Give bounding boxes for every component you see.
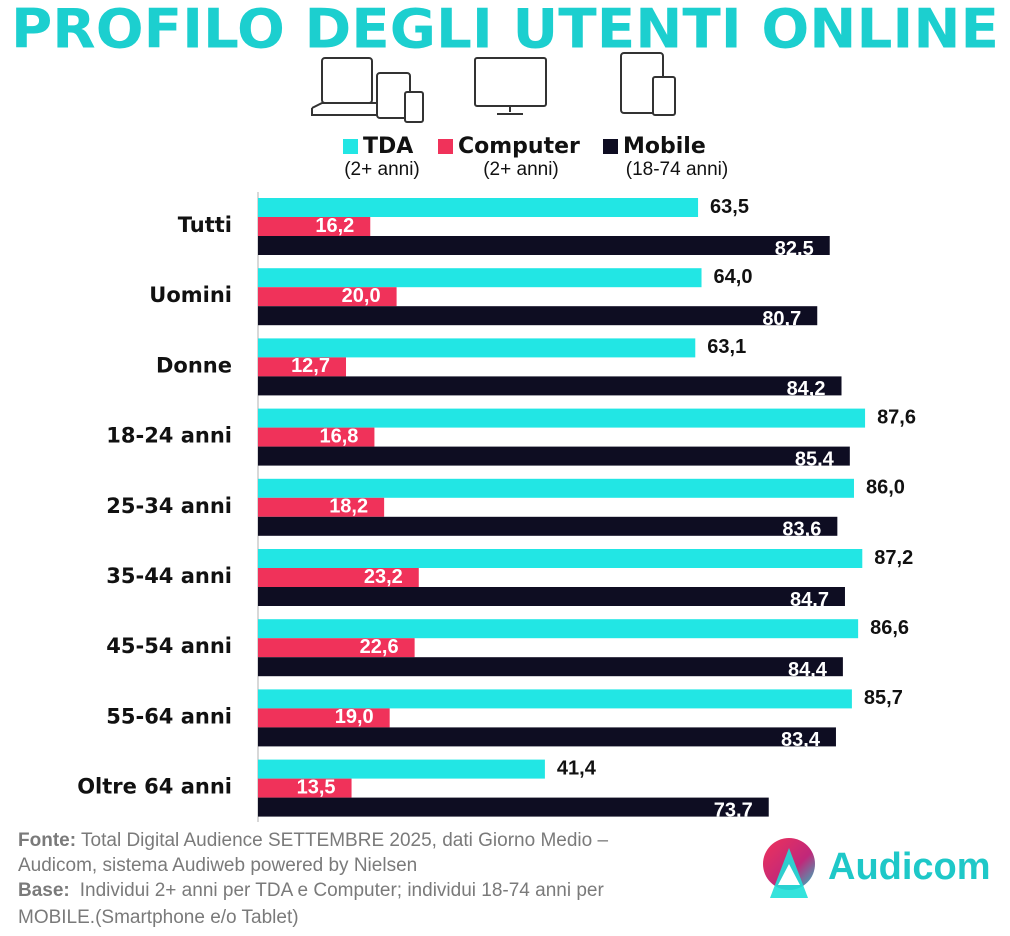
logo: Audicom [763,838,991,898]
bar [258,549,863,568]
legend-subtitle: (2+ anni) [483,159,559,180]
bar [258,338,696,358]
value-label: 19,0 [335,706,374,728]
bar [258,778,352,798]
svg-text:Fonte:Total Digital Audience S: Fonte: Total Digital Audience SETTEMBRE 2… [18,830,608,851]
base-label: Base: [18,880,70,901]
category-label: 25-34 anni [106,494,232,518]
legend-label: TDA [363,134,413,159]
value-label: 64,0 [714,266,753,288]
svg-text:Base:Individui 2+ anni per TDA: Base: Individui 2+ anni per TDA e Compute… [18,880,604,901]
bar [258,497,385,517]
value-label: 82,5 [775,238,814,260]
legend-label: Mobile [623,134,706,159]
bar [258,759,545,779]
value-label: 84,7 [790,589,829,611]
bar [258,376,842,396]
value-label: 16,2 [315,215,354,237]
value-label: 84,2 [787,378,826,400]
value-label: 73,7 [714,799,753,821]
plot: Tutti 63,5 16,2 82,5 Uomini 64,0 20,0 80,7 Donne… [77,196,916,822]
value-label: 18,2 [329,496,368,518]
bar [258,619,859,639]
value-label: 16,8 [319,425,358,447]
bar [258,708,390,728]
value-label: 86,6 [870,617,909,639]
bar [258,198,699,217]
category-label: 55-64 anni [106,704,232,728]
bar [258,516,838,536]
bar [258,657,843,677]
category-label: 45-54 anni [106,634,232,658]
bar [258,587,845,606]
value-label: 86,0 [866,477,905,499]
category-label: 35-44 anni [106,564,232,588]
base-text: MOBILE.(Smartphone e/o Tablet) [18,907,299,928]
category-label: Uomini [149,283,232,307]
base-text: Individui 2+ anni per TDA e Computer; in… [80,880,605,901]
value-label: 83,4 [781,729,821,751]
legend-swatch [603,139,618,154]
bar [258,427,375,447]
category-label: Oltre 64 anni [77,775,232,799]
value-label: 13,5 [297,776,336,798]
logo-text: Audicom [828,846,991,888]
bar [258,727,836,747]
value-label: 41,4 [557,757,597,779]
source-text: Total Digital Audience SETTEMBRE 2025, d… [81,830,608,851]
category-label: 18-24 anni [106,424,232,448]
value-label: 20,0 [342,285,381,307]
value-label: 87,6 [877,406,916,428]
chart-title: PROFILO DEGLI UTENTI ONLINE [11,0,999,61]
source-text: Audicom, sistema Audiweb powered by Niel… [18,855,417,876]
bar [258,236,830,255]
value-label: 83,6 [782,519,821,541]
value-label: 63,5 [710,196,749,218]
bar [258,689,852,709]
value-label: 87,2 [874,547,913,569]
legend-subtitle: (2+ anni) [344,159,420,180]
bar [258,357,347,377]
value-label: 12,7 [291,355,330,377]
value-label: 85,4 [795,448,835,470]
value-label: 23,2 [364,566,403,588]
value-label: 84,4 [788,659,828,681]
legend-subtitle: (18-74 anni) [626,159,728,180]
bar [258,797,769,817]
bar [258,446,850,466]
value-label: 63,1 [707,336,746,358]
bar [258,408,866,428]
bar [258,638,415,658]
category-label: Tutti [178,213,232,237]
bar [258,287,397,307]
bar [258,217,371,236]
legend-swatch [438,139,453,154]
value-label: 22,6 [360,636,399,658]
value-label: 80,7 [762,308,801,330]
footer: Fonte: Total Digital Audience SETTEMBRE 2… [18,830,608,928]
bar [258,306,818,326]
value-label: 85,7 [864,687,903,709]
legend: TDA(2+ anni)Computer(2+ anni)Mobile(18-7… [343,134,728,180]
bar [258,568,419,587]
category-label: Donne [156,353,232,377]
bar [258,478,854,498]
bar [258,268,702,288]
source-label: Fonte: [18,830,76,851]
legend-swatch [343,139,358,154]
legend-label: Computer [458,134,580,159]
device-icons [311,52,676,123]
